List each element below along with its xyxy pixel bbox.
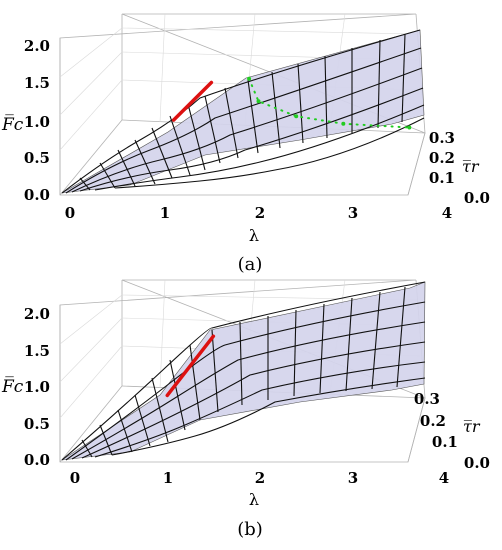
x-tick: 2	[255, 204, 265, 222]
panel-b-y-axis-label: F̅c	[1, 376, 24, 397]
z-tick: 0.3	[414, 390, 440, 408]
y-tick: 0.5	[24, 415, 50, 433]
panel-a-y-axis-label: F̅c	[1, 114, 24, 135]
panel-b-y-ticks: 0.0 0.5 1.0 1.5 2.0	[24, 305, 50, 469]
y-tick: 0.0	[24, 451, 50, 469]
x-tick: 1	[160, 204, 170, 222]
x-tick: 0	[65, 204, 75, 222]
panel-b: 0.0 0.5 1.0 1.5 2.0 0 1 2 3 4 0.0 0.1 0.…	[1, 279, 490, 540]
panel-a-curves	[171, 76, 412, 130]
panel-b-z-ticks: 0.0 0.1 0.2 0.3	[414, 390, 490, 472]
panel-b-mesh	[61, 281, 426, 461]
curve-point	[407, 125, 412, 130]
curve-line-red	[165, 334, 216, 398]
y-tick: 1.5	[24, 342, 50, 360]
z-tick: 0.1	[432, 433, 458, 451]
panel-a-z-axis-label: τ̅r	[462, 157, 480, 176]
panel-b-curves	[165, 334, 216, 398]
z-tick: 0.0	[464, 454, 490, 472]
y-tick: 0.0	[24, 186, 50, 204]
x-tick: 4	[442, 204, 452, 222]
panel-b-z-axis-label: τ̅r	[463, 417, 481, 436]
panel-b-surface	[61, 281, 426, 461]
panel-a-x-ticks: 0 1 2 3 4	[65, 204, 452, 222]
z-tick: 0.2	[429, 149, 455, 167]
x-tick: 0	[70, 469, 80, 487]
x-tick: 1	[163, 469, 173, 487]
y-tick: 1.0	[24, 113, 50, 131]
x-tick: 2	[255, 469, 265, 487]
curve-line-red	[171, 80, 214, 122]
y-tick: 2.0	[24, 305, 50, 323]
panel-b-x-ticks: 0 1 2 3 4	[70, 469, 449, 487]
z-tick: 0.2	[420, 412, 446, 430]
panel-b-x-axis-label: λ	[249, 490, 259, 509]
x-tick: 4	[439, 469, 449, 487]
z-tick: 0.3	[429, 129, 455, 147]
panel-b-caption: (b)	[237, 519, 263, 540]
panel-a-caption: (a)	[238, 254, 263, 275]
y-tick: 1.5	[24, 74, 50, 92]
panel-a-y-ticks: 0.0 0.5 1.0 1.5 2.0	[24, 37, 50, 204]
x-tick: 3	[348, 204, 358, 222]
panel-a-surface	[61, 29, 425, 194]
x-tick: 3	[348, 469, 358, 487]
z-tick: 0.1	[429, 169, 455, 187]
panel-a: 0.0 0.5 1.0 1.5 2.0 0 1 2 3 4 0.0 0.1 0.…	[1, 13, 490, 275]
y-tick: 0.5	[24, 149, 50, 167]
curve-line-green	[248, 77, 411, 129]
curve-point	[256, 99, 261, 104]
panel-a-mesh	[61, 29, 425, 194]
panel-a-x-axis-label: λ	[249, 226, 259, 245]
y-tick: 2.0	[24, 37, 50, 55]
z-tick: 0.0	[464, 189, 490, 207]
y-tick: 1.0	[24, 378, 50, 396]
panel-a-z-ticks: 0.0 0.1 0.2 0.3	[429, 129, 490, 207]
